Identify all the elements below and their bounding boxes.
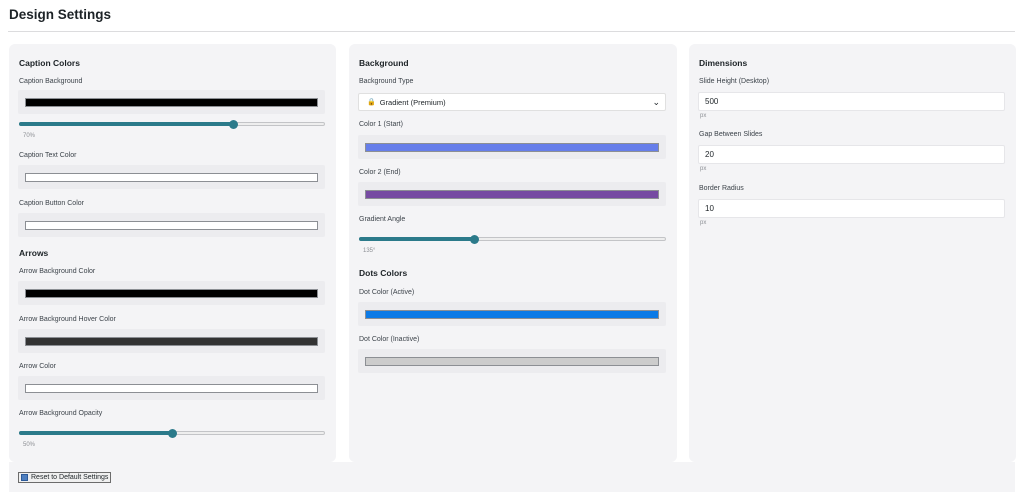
background-type-value: Gradient (Premium) bbox=[379, 97, 446, 107]
caption-opacity-slider[interactable] bbox=[19, 118, 325, 130]
dot-active-swatch[interactable] bbox=[365, 310, 659, 319]
caption-background-color-picker[interactable] bbox=[18, 90, 325, 114]
reset-icon bbox=[21, 474, 28, 481]
caption-opacity-value: 70% bbox=[23, 133, 36, 139]
arrow-bg-color-picker[interactable] bbox=[18, 281, 325, 305]
chevron-down-icon: ⌄ bbox=[652, 97, 660, 107]
section-title-dots-colors: Dots Colors bbox=[359, 268, 408, 278]
slider-fill bbox=[359, 237, 475, 241]
gap-label: Gap Between Slides bbox=[699, 131, 763, 138]
gradient-angle-slider[interactable] bbox=[359, 233, 666, 245]
page-title: Design Settings bbox=[9, 7, 112, 22]
arrow-bg-color-label: Arrow Background Color bbox=[19, 268, 96, 275]
slider-fill bbox=[19, 431, 172, 435]
color1-label: Color 1 (Start) bbox=[359, 121, 403, 128]
slider-thumb[interactable] bbox=[167, 428, 177, 438]
gap-input[interactable]: 20 bbox=[698, 145, 1005, 164]
arrow-opacity-slider[interactable] bbox=[19, 427, 325, 439]
section-title-arrows: Arrows bbox=[19, 248, 49, 258]
dot-active-color-picker[interactable] bbox=[358, 302, 666, 326]
caption-arrows-panel: Caption Colors Caption Background 70% Ca… bbox=[9, 44, 336, 462]
reset-button-label: Reset to Default Settings bbox=[31, 474, 109, 481]
arrow-opacity-label: Arrow Background Opacity bbox=[19, 410, 103, 417]
arrow-color-swatch[interactable] bbox=[25, 384, 318, 393]
section-title-caption-colors: Caption Colors bbox=[19, 58, 80, 68]
arrow-color-picker[interactable] bbox=[18, 376, 325, 400]
border-radius-input[interactable]: 10 bbox=[698, 199, 1005, 218]
color1-picker[interactable] bbox=[358, 135, 666, 159]
arrow-color-label: Arrow Color bbox=[19, 363, 56, 370]
arrow-bg-color-swatch[interactable] bbox=[25, 289, 318, 298]
dot-active-label: Dot Color (Active) bbox=[359, 289, 415, 296]
slide-height-label: Slide Height (Desktop) bbox=[699, 78, 770, 85]
background-type-select[interactable]: 🔒 Gradient (Premium) ⌄ bbox=[358, 93, 666, 111]
section-title-background: Background bbox=[359, 58, 409, 68]
caption-text-color-swatch[interactable] bbox=[25, 173, 318, 182]
background-type-label: Background Type bbox=[359, 78, 414, 85]
lock-icon: 🔒 bbox=[367, 99, 376, 106]
slider-thumb[interactable] bbox=[469, 234, 479, 244]
gap-unit: px bbox=[700, 166, 707, 172]
color1-swatch[interactable] bbox=[365, 143, 659, 152]
title-divider bbox=[8, 31, 1015, 32]
color2-swatch[interactable] bbox=[365, 190, 659, 199]
border-radius-label: Border Radius bbox=[699, 185, 744, 192]
dot-inactive-label: Dot Color (Inactive) bbox=[359, 336, 420, 343]
dot-inactive-swatch[interactable] bbox=[365, 357, 659, 366]
slide-height-unit: px bbox=[700, 113, 707, 119]
footer-bar bbox=[9, 462, 1015, 492]
background-dots-panel: Background Background Type 🔒 Gradient (P… bbox=[349, 44, 677, 462]
color2-label: Color 2 (End) bbox=[359, 169, 401, 176]
caption-text-color-picker[interactable] bbox=[18, 165, 325, 189]
arrow-hover-color-picker[interactable] bbox=[18, 329, 325, 353]
border-radius-unit: px bbox=[700, 220, 707, 226]
section-title-dimensions: Dimensions bbox=[699, 58, 748, 68]
slider-thumb[interactable] bbox=[228, 119, 238, 129]
caption-button-color-picker[interactable] bbox=[18, 213, 325, 237]
caption-button-color-swatch[interactable] bbox=[25, 221, 318, 230]
arrow-hover-color-label: Arrow Background Hover Color bbox=[19, 316, 116, 323]
arrow-hover-color-swatch[interactable] bbox=[25, 337, 318, 346]
color2-picker[interactable] bbox=[358, 182, 666, 206]
caption-button-color-label: Caption Button Color bbox=[19, 200, 84, 207]
reset-button[interactable]: Reset to Default Settings bbox=[18, 472, 112, 483]
slide-height-input[interactable]: 500 bbox=[698, 92, 1005, 111]
caption-background-swatch[interactable] bbox=[25, 98, 318, 107]
caption-text-color-label: Caption Text Color bbox=[19, 152, 77, 159]
arrow-opacity-value: 50% bbox=[23, 442, 36, 448]
gradient-angle-label: Gradient Angle bbox=[359, 216, 406, 223]
caption-background-label: Caption Background bbox=[19, 78, 83, 85]
gradient-angle-value: 135° bbox=[363, 248, 376, 254]
dimensions-panel: Dimensions Slide Height (Desktop) 500 px… bbox=[689, 44, 1016, 462]
slider-fill bbox=[19, 122, 234, 126]
dot-inactive-color-picker[interactable] bbox=[358, 349, 666, 373]
